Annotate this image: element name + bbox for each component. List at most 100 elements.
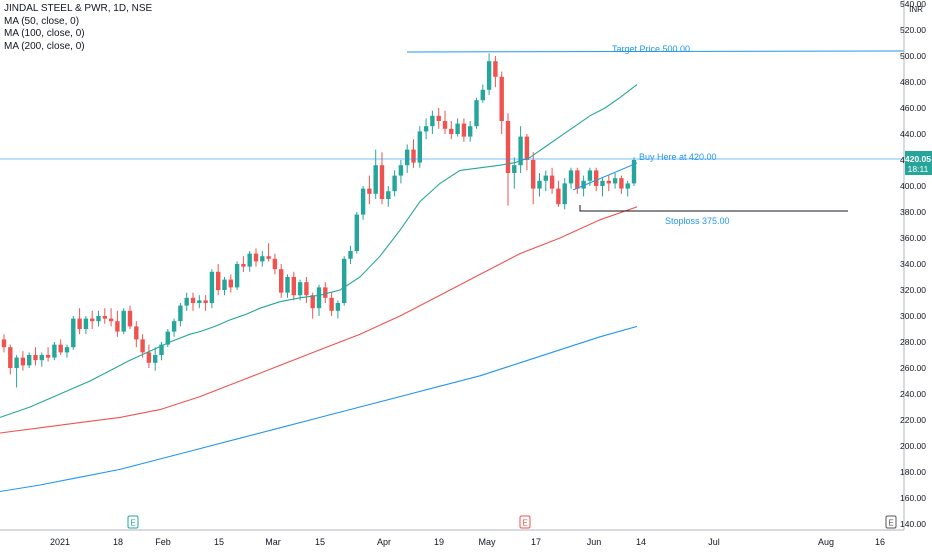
candle[interactable] <box>304 277 309 303</box>
candle[interactable] <box>310 292 315 319</box>
ma-line-200[interactable] <box>0 325 638 493</box>
stoploss-line[interactable] <box>579 205 848 212</box>
earnings-marker-3[interactable]: E <box>885 515 897 529</box>
candle[interactable] <box>549 167 555 194</box>
candle[interactable] <box>203 295 208 311</box>
candle[interactable] <box>260 251 265 267</box>
candle[interactable] <box>354 212 359 254</box>
candle[interactable] <box>468 121 473 142</box>
candle[interactable] <box>360 186 366 220</box>
candle[interactable] <box>537 173 542 197</box>
candle[interactable] <box>234 261 240 290</box>
symbol-title[interactable]: JINDAL STEEL & PWR, 1D, NSE <box>4 3 153 14</box>
candle[interactable] <box>291 271 296 301</box>
candle[interactable] <box>228 274 233 293</box>
candle[interactable] <box>474 97 479 129</box>
candle[interactable] <box>455 118 460 137</box>
candle[interactable] <box>379 152 385 205</box>
candle[interactable] <box>153 347 158 371</box>
buy-trend-line[interactable] <box>572 162 638 191</box>
candle[interactable] <box>33 347 38 366</box>
candle[interactable] <box>209 269 215 309</box>
candle[interactable] <box>45 347 51 362</box>
candle[interactable] <box>562 178 567 210</box>
candle[interactable] <box>386 186 391 207</box>
candle[interactable] <box>121 308 126 335</box>
candle[interactable] <box>499 71 504 134</box>
candle[interactable] <box>115 310 120 337</box>
candle[interactable] <box>619 175 624 194</box>
candle[interactable] <box>96 310 101 327</box>
candle[interactable] <box>8 344 13 375</box>
earnings-marker-2[interactable]: E <box>519 515 531 529</box>
candle[interactable] <box>411 139 416 168</box>
candle[interactable] <box>171 318 177 337</box>
candle[interactable] <box>247 251 252 272</box>
candle[interactable] <box>297 279 303 301</box>
ma50-legend[interactable]: MA (50, close, 0) <box>4 15 80 27</box>
candle[interactable] <box>600 178 605 197</box>
candle[interactable] <box>342 256 347 306</box>
candle[interactable] <box>518 126 523 173</box>
candle[interactable] <box>423 118 429 140</box>
candle[interactable] <box>20 351 26 371</box>
candle[interactable] <box>436 108 441 129</box>
ma-line-100[interactable] <box>0 206 638 434</box>
candle[interactable] <box>127 305 133 329</box>
candle[interactable] <box>461 118 467 142</box>
candle[interactable] <box>575 167 580 194</box>
ma100-legend[interactable]: MA (100, close, 0) <box>4 28 85 39</box>
candle[interactable] <box>197 295 202 309</box>
candle[interactable] <box>568 167 574 189</box>
candle[interactable] <box>14 355 19 388</box>
candle[interactable] <box>146 344 152 368</box>
candle[interactable] <box>279 264 284 298</box>
candle[interactable] <box>272 253 278 275</box>
target-price-line[interactable] <box>406 50 905 53</box>
candle[interactable] <box>178 303 183 327</box>
candle[interactable] <box>266 243 271 262</box>
candle[interactable] <box>165 329 170 348</box>
candle[interactable] <box>108 308 114 327</box>
candle[interactable] <box>398 160 404 184</box>
candle[interactable] <box>373 149 378 199</box>
candle[interactable] <box>134 321 139 348</box>
candle[interactable] <box>449 121 454 140</box>
candle[interactable] <box>417 126 422 168</box>
candle[interactable] <box>52 342 57 361</box>
candle[interactable] <box>348 245 353 264</box>
candle[interactable] <box>493 56 498 88</box>
candle[interactable] <box>58 339 63 355</box>
candle[interactable] <box>83 316 89 335</box>
earnings-marker-1[interactable]: E <box>127 515 139 529</box>
candle[interactable] <box>606 175 611 192</box>
candle[interactable] <box>594 167 599 192</box>
candle[interactable] <box>90 310 95 329</box>
candle[interactable] <box>71 316 76 350</box>
candle[interactable] <box>285 274 290 298</box>
candle[interactable] <box>612 173 618 189</box>
candle[interactable] <box>140 334 145 358</box>
candle[interactable] <box>367 175 372 205</box>
candle[interactable] <box>27 352 32 368</box>
candle[interactable] <box>524 134 530 171</box>
ma-line-50[interactable] <box>0 84 638 418</box>
candle[interactable] <box>335 300 341 319</box>
candle[interactable] <box>430 110 435 134</box>
ma200-legend[interactable]: MA (200, close, 0) <box>4 40 85 52</box>
candle[interactable] <box>241 256 246 272</box>
candle[interactable] <box>486 53 492 95</box>
candle[interactable] <box>556 180 561 207</box>
candle[interactable] <box>77 308 82 335</box>
candle[interactable] <box>39 352 44 367</box>
candle[interactable] <box>323 282 328 303</box>
candle[interactable] <box>190 292 196 311</box>
candle[interactable] <box>159 342 164 361</box>
candle[interactable] <box>442 110 448 134</box>
candle[interactable] <box>316 284 322 316</box>
candle[interactable] <box>222 277 227 296</box>
candle[interactable] <box>216 264 221 296</box>
candle[interactable] <box>184 292 189 311</box>
